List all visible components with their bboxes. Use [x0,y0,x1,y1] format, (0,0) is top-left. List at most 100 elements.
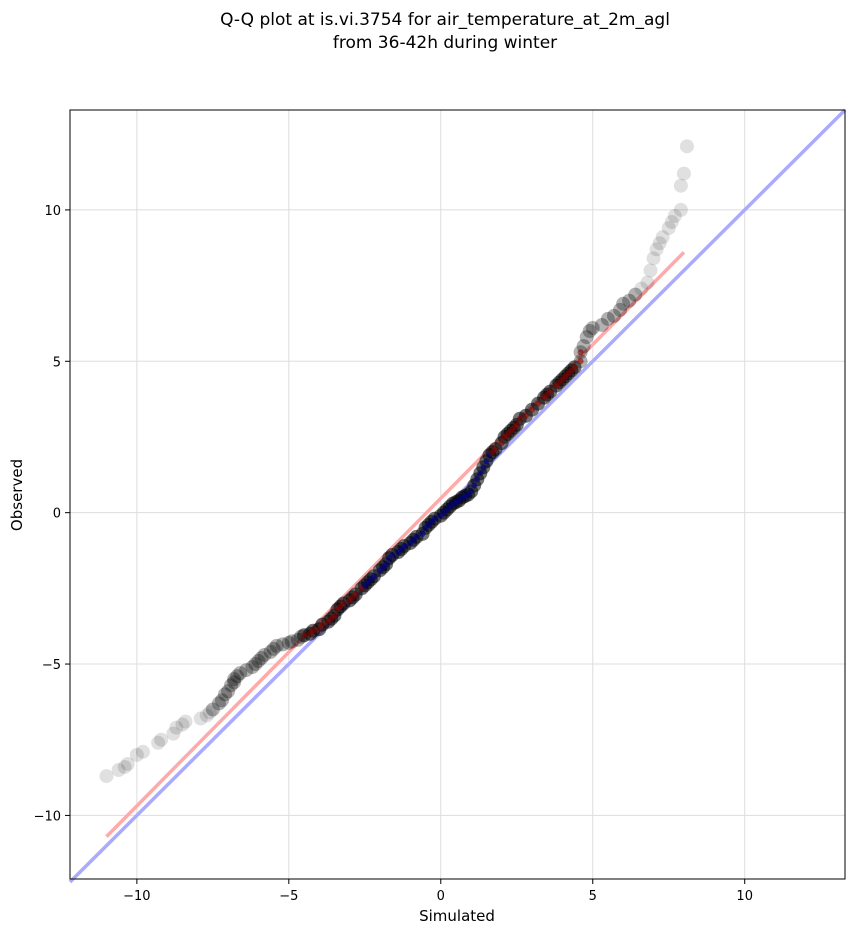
data-point [643,263,658,278]
data-point-highlight [480,464,487,471]
data-point [151,735,166,750]
data-point-highlight [340,600,347,607]
data-point [227,675,242,690]
data-point [634,281,649,296]
data-point [199,708,214,723]
data-point [202,705,217,720]
data-point [646,251,661,266]
data-point [649,242,664,257]
data-point [676,166,691,181]
data-point-highlight [401,542,408,549]
data-point [251,654,266,669]
data-point [169,720,184,735]
grid-lines [70,110,845,879]
y-tick-label: 5 [53,355,61,370]
data-point [607,308,622,323]
data-point [211,696,226,711]
data-point-highlight [483,458,490,465]
data-point [585,320,600,335]
y-tick-label: 10 [44,204,61,219]
x-axis-label: Simulated [419,907,495,925]
y-axis-ticks: −10 −5 0 5 10 [34,204,70,824]
data-point [154,732,169,747]
x-tick-label: 0 [437,889,445,904]
data-point-highlight [316,626,323,633]
data-point [224,678,239,693]
data-point-highlight [331,612,338,619]
data-point [245,660,260,675]
data-point [284,634,299,649]
data-point-highlight [528,406,535,413]
data-point-highlight [547,388,554,395]
data-point [254,650,269,665]
data-point-highlight [319,621,326,628]
data-point [266,641,281,656]
data-point [135,744,150,759]
x-tick-label: 10 [736,889,753,904]
data-point [111,763,126,778]
data-point [117,759,132,774]
data-point-highlight [513,421,520,428]
data-point [582,324,597,339]
data-point-highlight [535,400,542,407]
data-point-highlight [352,591,359,598]
data-point [257,647,272,662]
data-point-highlight [474,476,481,483]
data-point [579,330,594,345]
y-axis-label: Observed [8,459,26,531]
chart-title-line-1: Q-Q plot at is.vi.3754 for air_temperatu… [220,10,670,30]
data-point-highlight [468,488,475,495]
data-point [214,693,229,708]
x-tick-label: 5 [589,889,597,904]
data-points [99,139,694,784]
data-point-highlight [522,412,529,419]
data-point-highlight [370,573,377,580]
data-point [221,684,236,699]
x-axis-ticks: −10 −5 0 5 10 [123,879,753,904]
data-point [679,139,694,154]
axes-frame [69,109,846,880]
data-point [269,638,284,653]
data-point-highlight [419,530,426,537]
data-point-highlight [577,349,584,356]
data-point-highlight [571,364,578,371]
data-point [166,726,181,741]
chart-title-line-2: from 36-42h during winter [333,33,557,53]
data-point [673,202,688,217]
data-point [628,287,643,302]
data-point [640,275,655,290]
data-point [99,769,114,784]
data-point [600,311,615,326]
data-point [673,178,688,193]
data-point [129,747,144,762]
data-point [248,657,263,672]
data-point [275,637,290,652]
data-point [205,702,220,717]
data-point [613,302,628,317]
data-point [233,666,248,681]
data-point [263,644,278,659]
data-point [193,711,208,726]
data-point-highlight [301,632,308,639]
data-point [239,663,254,678]
data-point [652,236,667,251]
data-point [120,756,135,771]
data-point-highlight [577,358,584,365]
fit-line [105,251,686,838]
data-point-highlight [477,470,484,477]
data-point [661,221,676,236]
data-point-highlight [498,440,505,447]
y-tick-label: −5 [42,658,61,673]
data-point-highlight [310,627,317,634]
data-point-highlight [492,446,499,453]
data-point-highlight [471,482,478,489]
x-tick-label: −10 [123,889,150,904]
data-point-highlight [383,561,390,568]
data-point-highlight [413,533,420,540]
data-point-highlight [431,515,438,522]
data-point [218,687,232,702]
data-point [616,296,631,311]
data-point [667,208,682,223]
data-point [594,317,609,332]
